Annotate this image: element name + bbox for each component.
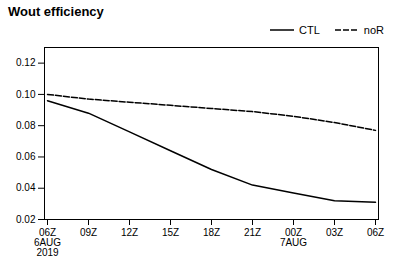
html-text:noR: noR bbox=[363, 24, 384, 36]
svg-text:0.02: 0.02 bbox=[16, 214, 36, 225]
svg-text:0.04: 0.04 bbox=[16, 182, 36, 193]
svg-text:0.12: 0.12 bbox=[16, 57, 36, 68]
svg-text:00Z7AUG: 00Z7AUG bbox=[280, 227, 307, 248]
svg-text:06Z6AUG2019: 06Z6AUG2019 bbox=[34, 227, 61, 258]
svg-text:03Z: 03Z bbox=[326, 227, 343, 238]
svg-text:18Z: 18Z bbox=[203, 227, 220, 238]
html-text:CTL: CTL bbox=[299, 24, 320, 36]
svg-text:09Z: 09Z bbox=[80, 227, 97, 238]
html-text:Wout efficiency: Wout efficiency bbox=[8, 4, 104, 19]
svg-text:12Z: 12Z bbox=[121, 227, 138, 238]
svg-text:06Z: 06Z bbox=[367, 227, 384, 238]
svg-text:0.10: 0.10 bbox=[16, 89, 36, 100]
svg-text:15Z: 15Z bbox=[162, 227, 179, 238]
svg-text:0.08: 0.08 bbox=[16, 120, 36, 131]
svg-text:0.06: 0.06 bbox=[16, 151, 36, 162]
svg-text:21Z: 21Z bbox=[244, 227, 261, 238]
